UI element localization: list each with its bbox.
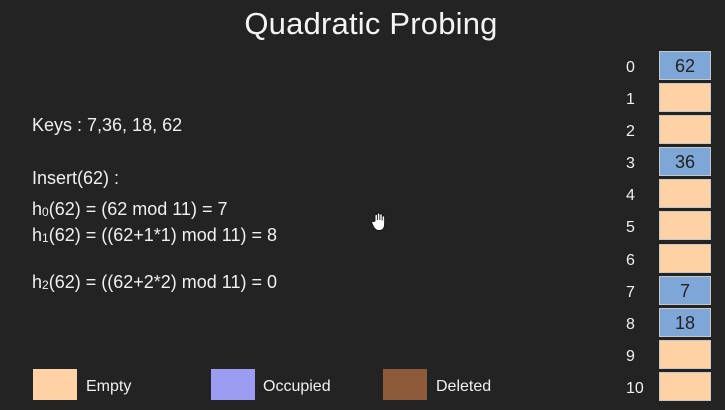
insert-line: Insert(62) : bbox=[32, 168, 120, 188]
slot-index: 6 bbox=[626, 251, 635, 269]
probe-prefix: h bbox=[32, 272, 43, 292]
slot-index: 2 bbox=[626, 123, 635, 141]
probe-h1: h1(62) = ((62+1*1) mod 11) = 8 bbox=[32, 225, 277, 246]
slot-index: 5 bbox=[626, 219, 635, 237]
page-title: Quadratic Probing bbox=[244, 6, 498, 41]
slot-cell bbox=[659, 371, 711, 401]
slot-index: 1 bbox=[626, 91, 635, 109]
slot-cell bbox=[659, 115, 711, 145]
slot-cell bbox=[659, 179, 711, 209]
slot-index: 3 bbox=[626, 155, 635, 173]
hand-cursor-icon bbox=[371, 212, 386, 231]
legend-deleted-label: Deleted bbox=[436, 378, 492, 395]
probe-subscript: 2 bbox=[42, 278, 49, 292]
legend-empty-label: Empty bbox=[86, 378, 132, 395]
probe-subscript: 1 bbox=[42, 231, 49, 245]
legend-empty-swatch bbox=[33, 369, 77, 400]
slot-cell bbox=[659, 211, 711, 241]
slot-cell bbox=[659, 243, 711, 273]
slot-cell bbox=[659, 83, 711, 113]
probe-text: (62) = (62 mod 11) = 7 bbox=[48, 199, 228, 219]
slot-index: 9 bbox=[626, 347, 635, 365]
probe-h2: h2(62) = ((62+2*2) mod 11) = 0 bbox=[32, 272, 277, 293]
probe-prefix: h bbox=[32, 225, 43, 245]
probe-text: (62) = ((62+2*2) mod 11) = 0 bbox=[48, 272, 277, 292]
keys-line: Keys : 7,36, 18, 62 bbox=[32, 115, 183, 135]
slot-cell: 18 bbox=[659, 307, 711, 337]
slot-cell: 62 bbox=[659, 51, 711, 80]
probe-prefix: h bbox=[32, 199, 43, 219]
slot-cell: 7 bbox=[659, 275, 711, 305]
probe-h0: h0(62) = (62 mod 11) = 7 bbox=[32, 199, 227, 220]
slot-index: 4 bbox=[626, 187, 635, 205]
probe-text: (62) = ((62+1*1) mod 11) = 8 bbox=[48, 225, 277, 245]
slot-index: 8 bbox=[626, 315, 635, 333]
legend-occupied-label: Occupied bbox=[263, 378, 331, 395]
legend-occupied-swatch bbox=[211, 369, 255, 400]
slot-cell: 36 bbox=[659, 147, 711, 177]
slot-index: 0 bbox=[626, 59, 635, 76]
slot-index: 10 bbox=[626, 379, 644, 397]
slot-index: 7 bbox=[626, 283, 635, 301]
legend-deleted-swatch bbox=[383, 369, 427, 400]
probe-subscript: 0 bbox=[42, 205, 49, 219]
slot-cell bbox=[659, 339, 711, 369]
